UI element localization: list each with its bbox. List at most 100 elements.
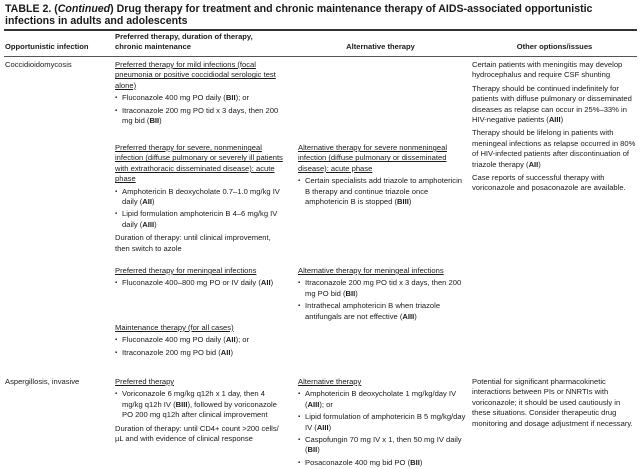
therapy-heading: Alternative therapy [298,377,362,386]
table-cell: Preferred therapy for mild infections (f… [115,60,287,126]
therapy-heading: Alternative therapy for meningeal infect… [298,266,444,275]
text: Lipid formulation of amphotericin B 5 mg… [305,412,466,432]
text-suffix: ) [538,159,541,169]
header-other: Other options/issues [516,42,593,51]
text: Therapy should be lifelong in patients w… [472,128,636,169]
text: Amphotericin B deoxycholate 1 mg/kg/day … [305,389,457,409]
text: Amphotericin B deoxycholate 0.7–1.0 mg/k… [122,186,280,207]
evidence-grade: AII [528,159,539,169]
table-cell: Preferred therapy for severe, nonmeninge… [115,143,287,257]
therapy-heading: Alternative therapy for severe nonmening… [298,143,448,173]
evidence-grade: BII [345,288,356,298]
text-suffix: ) [230,347,234,357]
bullet-item: Posaconazole 400 mg bid PO (BII) [298,457,466,469]
text: Posaconazole 400 mg bid PO ( [305,457,411,467]
evidence-grade: BII [149,116,160,126]
text: Case reports of successful therapy with … [472,173,626,193]
table-cell: Potential for significant pharmacokineti… [472,377,638,432]
text-suffix: ); or [235,93,250,103]
paragraph: Therapy should be continued indefinitely… [472,84,638,126]
header-alternative: Alternative therapy [346,42,415,51]
text-suffix: ) [408,197,412,207]
text: Caspofungin 70 mg IV x 1, then 50 mg IV … [305,435,462,455]
text: Fluconazole 400 mg PO daily ( [122,93,226,103]
text-suffix: ) [317,445,320,455]
text-suffix: ) [560,115,564,125]
title-continued: Continued [57,3,111,15]
evidence-grade: BII [307,445,318,455]
evidence-grade: BIII [397,197,409,207]
text: Itraconazole 200 mg PO tid x 3 days, the… [305,278,462,298]
bullet-item: Itraconazole 200 mg PO tid x 3 days, the… [115,106,287,127]
text-suffix: ) [419,457,423,467]
text: Coccidioidomycosis [5,60,72,69]
text: Duration of therapy: until clinical impr… [115,233,271,253]
bullet-item: Voriconazole 6 mg/kg q12h x 1 day, then … [115,389,287,420]
text-suffix: ) [159,116,162,126]
paragraph: Certain patients with meningitis may dev… [472,60,638,81]
text: Itraconazole 200 mg PO tid x 3 days, the… [122,105,279,126]
text-suffix: ) [355,288,358,298]
table-cell: Alternative therapy Amphotericin B deoxyc… [298,377,466,469]
text: Fluconazole 400–800 mg PO or IV daily ( [122,278,261,288]
header-infection: Opportunistic infection [5,42,89,51]
text-suffix: ) [270,278,274,288]
table-cell: Preferred therapy Voriconazole 6 mg/kg q1… [115,377,287,447]
text: Potential for significant pharmacokineti… [472,377,633,428]
bullet-item: Certain specialists add triazole to amph… [298,176,466,207]
therapy-heading: Maintenance therapy (for all cases) [115,323,234,332]
header-preferred: Preferred therapy, duration of therapy, … [115,32,253,51]
text: Fluconazole 400 mg PO daily ( [122,335,226,345]
bullet-item: Amphotericin B deoxycholate 1 mg/kg/day … [298,389,466,410]
paragraph: Potential for significant pharmacokineti… [472,377,638,429]
bullet-item: Caspofungin 70 mg IV x 1, then 50 mg IV … [298,435,466,456]
bullet-item: Fluconazole 400 mg PO daily (BII); or [115,93,287,104]
therapy-heading: Preferred therapy [115,377,175,386]
table-title: TABLE 2. (Continued) Drug therapy for tr… [5,3,637,27]
table-cell: Alternative therapy for meningeal infect… [298,266,466,322]
paragraph: Duration of therapy: until CD4+ count >2… [115,424,287,445]
bullet-item: Lipid formulation of amphotericin B 5 mg… [298,412,466,433]
evidence-grade: BIII [175,399,188,409]
evidence-grade: AIII [402,311,415,321]
text-suffix: ) [414,311,417,321]
therapy-heading: Preferred therapy for mild infections (f… [115,60,276,90]
bullet-item: Intrathecal amphotericin B when triazole… [298,301,466,322]
table-cell: Aspergillosis, invasive [5,377,110,390]
title-text: ) Drug therapy for treatment and chronic… [5,3,593,27]
text-suffix: ), followed by voriconazole PO 200 mg q1… [122,399,277,420]
paragraph: Duration of therapy: until clinical impr… [115,233,287,254]
text-suffix: ) [154,219,157,229]
text-suffix: ); or [235,335,250,345]
bullet-item: Itraconazole 200 mg PO tid x 3 days, the… [298,278,466,299]
evidence-grade: AIII [142,219,155,229]
table-cell: Preferred therapy for meningeal infectio… [115,266,287,289]
evidence-grade: BII [225,93,236,103]
text: Aspergillosis, invasive [5,377,80,386]
evidence-grade: AII [260,278,271,288]
bullet-item: Itraconazole 200 mg PO bid (AII) [115,347,287,359]
text: Certain specialists add triazole to amph… [305,176,463,207]
text-suffix: ) [151,197,155,207]
header-rule [4,56,637,57]
text-suffix: ) [328,422,332,432]
text: Intrathecal amphotericin B when triazole… [305,301,441,321]
text: Therapy should be continued indefinitely… [472,83,632,125]
paragraph: Therapy should be lifelong in patients w… [472,128,638,170]
table-cell: Maintenance therapy (for all cases) Fluco… [115,323,287,359]
bullet-item: Fluconazole 400–800 mg PO or IV daily (A… [115,278,287,289]
paragraph: Coccidioidomycosis [5,60,110,70]
evidence-grade: AII [142,197,152,207]
table-cell: Alternative therapy for severe nonmening… [298,143,466,207]
text: Itraconazole 200 mg PO bid ( [122,347,221,357]
evidence-grade: AIII [307,399,320,409]
text: Certain patients with meningitis may dev… [472,60,623,80]
bullet-item: Fluconazole 400 mg PO daily (AII); or [115,335,287,346]
text: Duration of therapy: until CD4+ count >2… [115,423,279,444]
therapy-heading: Preferred therapy for severe, nonmeninge… [115,143,283,184]
text: Voriconazole 6 mg/kg q12h x 1 day, then … [122,389,265,409]
evidence-grade: AIII [316,422,329,432]
evidence-grade: BII [410,457,420,467]
text: Lipid formulation amphotericin B 4–6 mg/… [122,209,278,229]
title-prefix: TABLE 2. ( [5,3,58,15]
